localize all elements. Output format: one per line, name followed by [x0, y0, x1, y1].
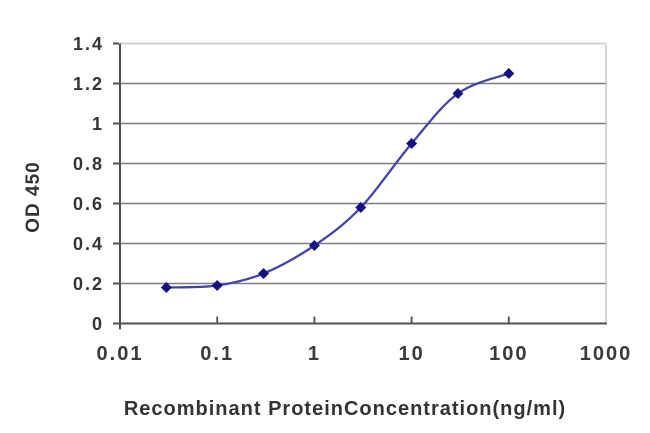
- y-tick-label: 0.4: [72, 233, 104, 254]
- y-tick-label: 1.2: [72, 73, 104, 94]
- x-tick-label: 1: [307, 343, 321, 365]
- x-tick-label: 10: [398, 343, 425, 365]
- y-tick-label: 1: [91, 113, 104, 134]
- y-tick-label: 0.2: [72, 273, 104, 294]
- y-tick-label: 0: [91, 313, 104, 334]
- data-point-marker: [452, 88, 464, 99]
- x-tick-label: 0.01: [96, 343, 144, 365]
- x-axis-title: Recombinant ProteinConcentration(ng/ml): [123, 398, 567, 420]
- data-point-marker: [406, 138, 418, 149]
- data-point-marker: [503, 68, 515, 79]
- y-axis-title: OD 450: [23, 161, 44, 233]
- x-tick-label: 0.1: [200, 343, 235, 365]
- data-point-marker: [308, 240, 320, 251]
- x-tick-label: 100: [489, 343, 529, 365]
- y-tick-label: 0.8: [72, 153, 104, 174]
- data-point-marker: [355, 202, 367, 213]
- data-point-marker: [211, 280, 223, 291]
- series-line: [166, 72, 510, 289]
- x-tick-label: 1000: [579, 343, 633, 365]
- y-tick-label: 0.6: [72, 193, 104, 214]
- data-point-marker: [160, 282, 172, 293]
- y-tick-label: 1.4: [72, 33, 104, 54]
- data-point-marker: [258, 268, 270, 279]
